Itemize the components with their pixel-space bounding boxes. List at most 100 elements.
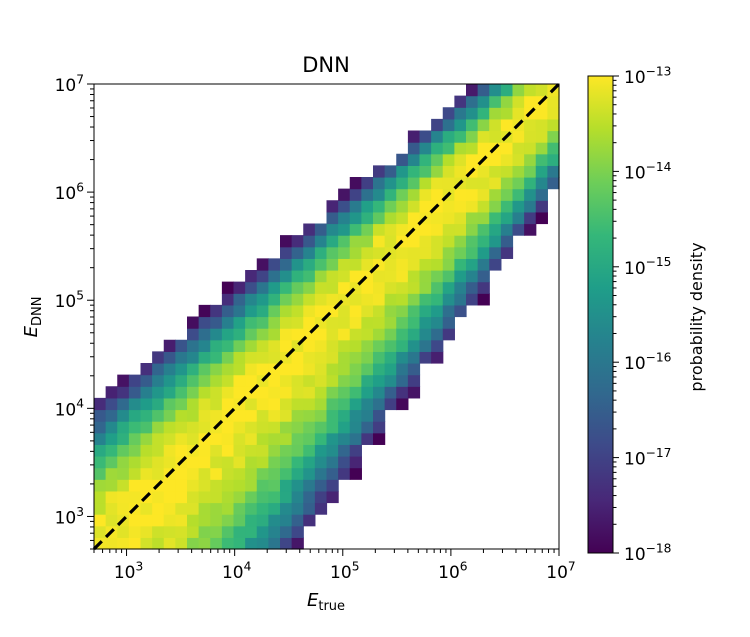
heatmap-cell	[256, 490, 269, 504]
heatmap-cell	[280, 293, 293, 306]
heatmap-cell	[256, 456, 269, 469]
heatmap-cell	[466, 235, 479, 248]
heatmap-cell	[280, 363, 293, 376]
heatmap-cell	[221, 502, 235, 515]
heatmap-cell	[221, 432, 235, 445]
x-axis-ticks: 103 104 105 106 107	[93, 549, 576, 583]
heatmap-cell	[524, 211, 537, 225]
heatmap-cell	[349, 188, 362, 201]
heatmap-cell	[547, 107, 560, 120]
heatmap-cell	[140, 525, 153, 538]
heatmap-cell	[187, 467, 200, 480]
heatmap-cell	[280, 467, 293, 480]
heatmap-cell	[303, 316, 316, 329]
heatmap-cell	[489, 211, 502, 225]
heatmap-cell	[512, 95, 525, 108]
heatmap-cell	[198, 339, 211, 352]
heatmap-cell	[268, 351, 281, 364]
heatmap-cell	[245, 537, 258, 550]
heatmap-cell	[407, 386, 421, 399]
heatmap-cell	[256, 293, 269, 306]
heatmap-cell	[280, 502, 293, 515]
heatmap-cell	[466, 130, 479, 143]
colorbar-tick-label: 10−13	[624, 64, 671, 88]
heatmap-cell	[128, 374, 142, 387]
heatmap-cell	[221, 351, 235, 364]
heatmap-cell	[152, 409, 165, 422]
heatmap-cell	[245, 525, 258, 538]
heatmap-cell	[280, 456, 293, 469]
heatmap-cell	[221, 363, 235, 376]
heatmap-cell	[454, 258, 467, 271]
heatmap-cell	[442, 281, 455, 294]
heatmap-cell	[454, 293, 467, 306]
heatmap-cell	[373, 421, 386, 434]
heatmap-cell	[221, 374, 235, 387]
heatmap-cell	[349, 177, 362, 190]
heatmap-cell	[326, 211, 339, 225]
heatmap-cell	[303, 281, 316, 294]
heatmap-cell	[419, 351, 432, 364]
heatmap-cell	[349, 293, 362, 306]
heatmap-cell	[198, 514, 211, 527]
heatmap-cell	[326, 351, 339, 364]
heatmap-cell	[303, 397, 316, 411]
heatmap-cell	[524, 130, 537, 143]
heatmap-cell	[547, 130, 560, 143]
heatmap-cell	[547, 95, 560, 108]
heatmap-cell	[210, 502, 223, 515]
heatmap-cell	[407, 281, 421, 294]
heatmap-cell	[477, 84, 490, 97]
heatmap-cell	[373, 211, 386, 225]
heatmap-cell	[233, 386, 246, 399]
heatmap-cell	[280, 432, 293, 445]
heatmap-cell	[384, 235, 397, 248]
heatmap-cell	[280, 490, 293, 504]
heatmap-cell	[210, 467, 223, 480]
heatmap-cell	[268, 270, 281, 283]
heatmap-cell	[117, 386, 130, 399]
heatmap-cell	[326, 490, 339, 504]
heatmap-cell	[256, 421, 269, 434]
heatmap-cell	[349, 386, 362, 399]
heatmap-cell	[187, 432, 200, 445]
heatmap-cell	[245, 304, 258, 318]
heatmap-cell	[187, 490, 200, 504]
heatmap-cell	[210, 490, 223, 504]
heatmap-cell	[466, 200, 479, 213]
heatmap-cell	[454, 281, 467, 294]
heatmap-cell	[163, 502, 176, 515]
heatmap-cell	[454, 165, 467, 178]
heatmap-cell	[500, 153, 514, 166]
heatmap-cell	[338, 421, 351, 434]
heatmap-cell	[268, 456, 281, 469]
heatmap-cell	[384, 397, 397, 411]
heatmap-cell	[187, 374, 200, 387]
heatmap-cell	[280, 328, 293, 341]
heatmap-cell	[221, 456, 235, 469]
heatmap-cell	[140, 432, 153, 445]
heatmap-cell	[210, 525, 223, 538]
heatmap-cell	[466, 270, 479, 283]
heatmap-cell	[349, 223, 362, 236]
heatmap-cell	[152, 386, 165, 399]
heatmap-cell	[128, 456, 142, 469]
heatmap-cell	[361, 351, 374, 364]
heatmap-cell	[314, 235, 328, 248]
heatmap-cell	[361, 409, 374, 422]
heatmap-cell	[280, 258, 293, 271]
heatmap-cell	[442, 153, 455, 166]
heatmap-cell	[431, 258, 444, 271]
heatmap-cell	[454, 118, 467, 132]
heatmap-cell	[221, 444, 235, 457]
heatmap-cell	[407, 270, 421, 283]
heatmap-cell	[291, 374, 304, 387]
heatmap-cell	[349, 444, 362, 457]
heatmap-cell	[280, 304, 293, 318]
heatmap-cell	[454, 246, 467, 259]
heatmap-cell	[221, 328, 235, 341]
heatmap-cell	[442, 258, 455, 271]
heatmap-cell	[338, 281, 351, 294]
heatmap-cell	[245, 479, 258, 492]
heatmap-cell	[373, 246, 386, 259]
